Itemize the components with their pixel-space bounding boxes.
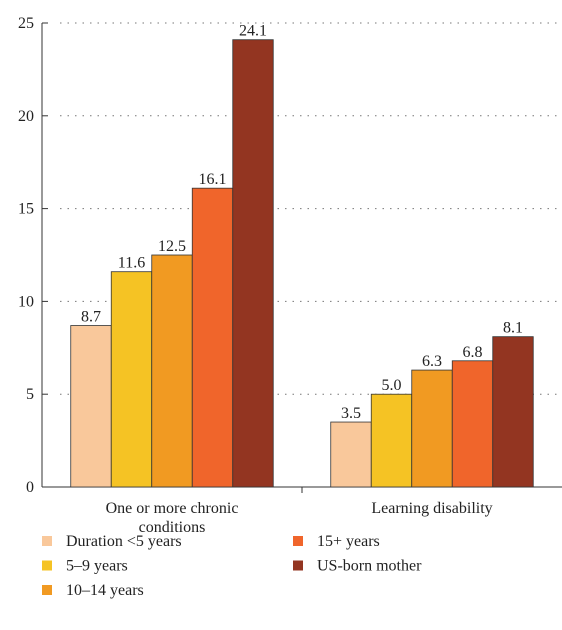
bar [411,369,453,488]
y-tick-label: 10 [18,293,34,310]
y-tick-label: 5 [26,386,34,403]
y-tick-label: 15 [18,201,34,218]
x-tick-label: Learning disability [371,500,493,517]
bar [151,254,193,488]
legend-label: 5–9 years [66,558,128,575]
legend-label: 15+ years [317,533,380,550]
y-tick-label: 0 [26,479,34,496]
bar [451,360,494,488]
value-label: 12.5 [158,238,186,255]
y-tick-label: 25 [18,15,34,32]
legend-swatch [42,536,52,546]
legend-swatch [293,560,303,571]
value-label: 5.0 [382,377,402,394]
x-tick-label: One or more chronic conditions [105,500,239,536]
bar [492,336,534,488]
bar [70,325,112,488]
bar [232,39,274,488]
value-label: 6.3 [422,353,442,370]
legend-swatch [42,585,52,595]
value-label: 11.6 [118,255,145,272]
bar [191,187,234,488]
value-label: 6.8 [463,344,483,361]
bar [370,393,413,488]
value-label: 16.1 [199,171,227,188]
legend-swatch [42,560,52,571]
legend-swatch [293,536,303,546]
bar [330,421,372,488]
legend-label: 10–14 years [66,582,144,599]
value-label: 8.7 [81,309,101,326]
legend-label: Duration <5 years [66,533,182,550]
y-tick-label: 20 [18,108,34,125]
bar [110,271,153,488]
value-label: 3.5 [341,405,361,422]
value-label: 24.1 [239,23,267,40]
legend-label: US-born mother [317,558,422,575]
value-label: 8.1 [503,320,523,337]
